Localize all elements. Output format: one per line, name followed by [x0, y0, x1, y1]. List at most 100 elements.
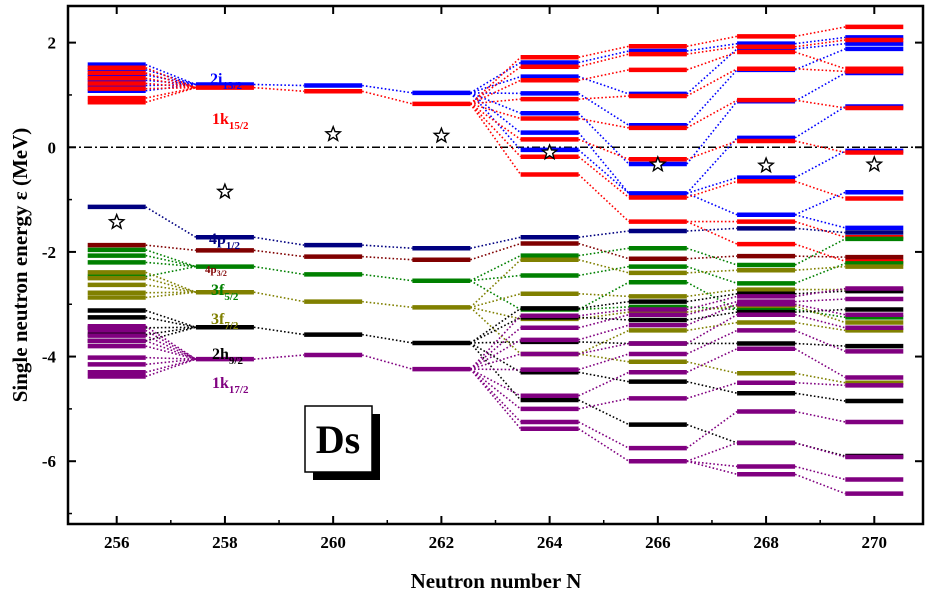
level-connector-green [362, 273, 413, 282]
level-connector-red [686, 35, 738, 48]
level-connector-red [686, 180, 738, 199]
level-connector-purple [145, 325, 197, 360]
level-connector-black [686, 292, 738, 303]
level-connector-purple [578, 324, 630, 341]
x-axis-title: Neutron number N [411, 569, 582, 593]
level-connector-olive [362, 300, 413, 309]
level-connector-blue [794, 213, 846, 229]
level-connector-blue [578, 50, 630, 64]
level-connector-navy [470, 236, 521, 250]
level-connector-navy [578, 230, 629, 239]
x-tick-label: 262 [429, 533, 455, 552]
level-connector-blue [686, 137, 738, 194]
level-connector-red [686, 46, 738, 55]
level-connector-red [686, 99, 738, 129]
level-connector-blue [577, 132, 630, 194]
level-connector-black [470, 341, 521, 344]
level-connector-olive [794, 321, 846, 332]
level-connector-red [794, 39, 846, 48]
x-tick-label: 256 [104, 533, 130, 552]
level-connector-blue [686, 48, 738, 95]
x-tick-label: 260 [320, 533, 346, 552]
level-connector-purple [145, 358, 197, 374]
level-connector-purple [794, 465, 846, 481]
level-connector-purple [794, 348, 846, 379]
level-connector-black [145, 316, 197, 329]
fermi-star [107, 212, 126, 230]
level-connector-purple [469, 368, 522, 410]
x-tick-label: 270 [862, 533, 888, 552]
level-connector-blue [469, 92, 522, 134]
level-connector-black [578, 300, 629, 310]
y-tick-label: 2 [48, 34, 57, 53]
level-connector-olive [578, 311, 629, 320]
level-connector-purple [145, 358, 197, 378]
level-label: 4p3/2 [205, 264, 227, 278]
level-connector-olive [686, 288, 738, 298]
level-connector-green [145, 261, 196, 268]
level-connector-black [470, 316, 521, 344]
level-connector-purple [686, 442, 738, 462]
level-connector-purple [794, 303, 846, 316]
level-connector-black [145, 326, 196, 329]
level-connector-olive [578, 353, 629, 363]
level-connector-red [145, 77, 197, 89]
level-connector-blue [794, 105, 846, 139]
level-connector-black [145, 309, 197, 329]
level-connector-purple [686, 381, 738, 400]
level-connector-blue [145, 79, 196, 86]
level-connector-red [578, 53, 630, 68]
level-connector-black [578, 371, 629, 383]
level-connector-blue [253, 83, 305, 87]
level-label: 2h9/2 [212, 346, 243, 367]
level-connector-purple [469, 339, 522, 370]
level-connector-purple [686, 347, 738, 373]
fermi-star-layer [107, 124, 884, 230]
level-connector-purple [578, 428, 630, 462]
level-connector-green [253, 265, 305, 276]
level-connector-purple [145, 340, 197, 360]
level-connector-olive [686, 361, 738, 375]
level-connector-maroon [578, 242, 630, 260]
level-connector-olive [469, 259, 522, 308]
level-connector-purple [578, 421, 630, 449]
level-connector-red [686, 51, 738, 71]
level-label: 1k15/2 [212, 111, 249, 132]
level-connector-navy [145, 206, 197, 238]
level-label: 3f7/2 [211, 311, 239, 332]
fermi-star [648, 154, 667, 173]
level-connector-purple [686, 460, 738, 476]
level-connector-green [145, 249, 197, 268]
level-connector-olive [578, 258, 630, 274]
connector-layer [145, 26, 846, 495]
level-connector-green [794, 262, 846, 285]
level-connector-olive [794, 372, 846, 384]
level-connector-olive [145, 284, 197, 293]
inset-label: Ds [316, 417, 360, 462]
level-connector-purple [794, 442, 846, 458]
level-connector-purple [578, 313, 630, 329]
level-connector-maroon [362, 255, 413, 261]
level-connector-olive [470, 306, 521, 320]
level-connector-navy [795, 227, 846, 234]
level-connector-olive [145, 271, 197, 293]
level-connector-blue [470, 92, 521, 115]
level-connector-red [469, 66, 522, 105]
level-connector-navy [362, 244, 413, 250]
level-connector-purple [578, 353, 630, 371]
x-tick-label: 266 [645, 533, 671, 552]
level-label: 1k17/2 [212, 375, 249, 396]
level-connector-purple [361, 354, 413, 370]
level-connector-green [686, 247, 738, 266]
level-connector-green [470, 274, 521, 282]
level-connector-blue [794, 36, 846, 45]
level-connector-blue [794, 48, 846, 71]
level-connector-black [469, 342, 522, 401]
level-connector-purple [686, 295, 738, 311]
level-connector-purple [578, 371, 630, 397]
level-connector-blue [470, 92, 521, 95]
level-connector-red [578, 45, 630, 59]
level-connector-red [145, 86, 197, 104]
level-connector-red [470, 103, 521, 120]
level-connector-blue [686, 100, 738, 165]
